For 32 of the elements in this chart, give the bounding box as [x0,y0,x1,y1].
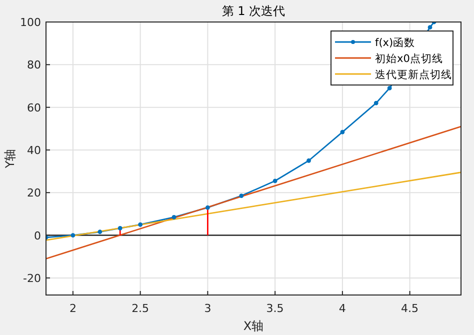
legend-label: 初始x0点切线 [375,52,443,65]
point [272,178,278,184]
point [428,25,432,30]
legend-label: f(x)函数 [375,37,416,49]
y-tick-label: 100 [20,16,41,29]
y-tick-label: 20 [27,186,41,200]
x-tick-label: 3.5 [266,302,284,315]
point [239,194,244,198]
x-tick-label: 3 [204,302,212,315]
point [387,86,392,90]
point [205,205,210,210]
x-tick-label: 2.5 [132,302,150,315]
point [98,230,102,234]
point [118,226,122,230]
x-axis-title: X轴 [243,319,264,333]
x-tick-label: 4 [338,302,346,315]
y-tick-label: -20 [23,272,41,285]
point [70,233,76,238]
y-axis-title: Y轴 [3,148,17,170]
y-tick-label: 60 [27,101,41,114]
chart-title: 第 1 次迭代 [222,4,286,18]
point [172,214,176,220]
y-tick-label: 40 [27,144,41,157]
x-tick-label: 2 [69,302,76,315]
x-tick-label: 4.5 [401,302,419,315]
legend-label: 迭代更新点切线 [375,68,452,81]
point [306,158,311,163]
point [374,100,378,106]
point [340,130,345,134]
point [138,222,143,227]
y-tick-label: 0 [34,229,41,242]
y-tick-label: 80 [27,58,41,72]
